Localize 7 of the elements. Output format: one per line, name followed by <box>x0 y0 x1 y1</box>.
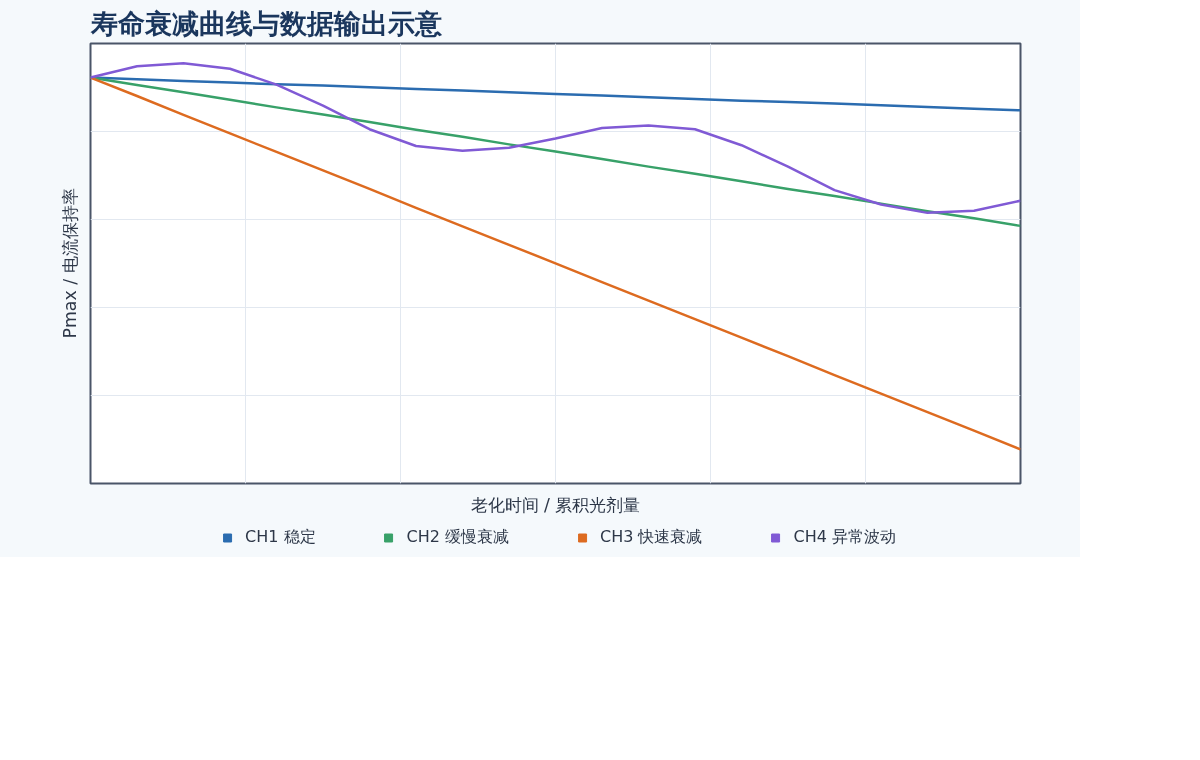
y-axis-title: Pmax / 电流保持率 <box>59 188 80 339</box>
chart-title: 寿命衰减曲线与数据输出示意 <box>89 7 443 39</box>
legend-label: CH3 快速衰减 <box>600 526 703 548</box>
legend-label: CH2 缓慢衰减 <box>406 526 509 548</box>
legend-label: CH4 异常波动 <box>793 526 896 548</box>
legend-label: CH1 稳定 <box>245 526 316 548</box>
x-axis-title: 老化时间 / 累积光剂量 <box>470 494 641 515</box>
